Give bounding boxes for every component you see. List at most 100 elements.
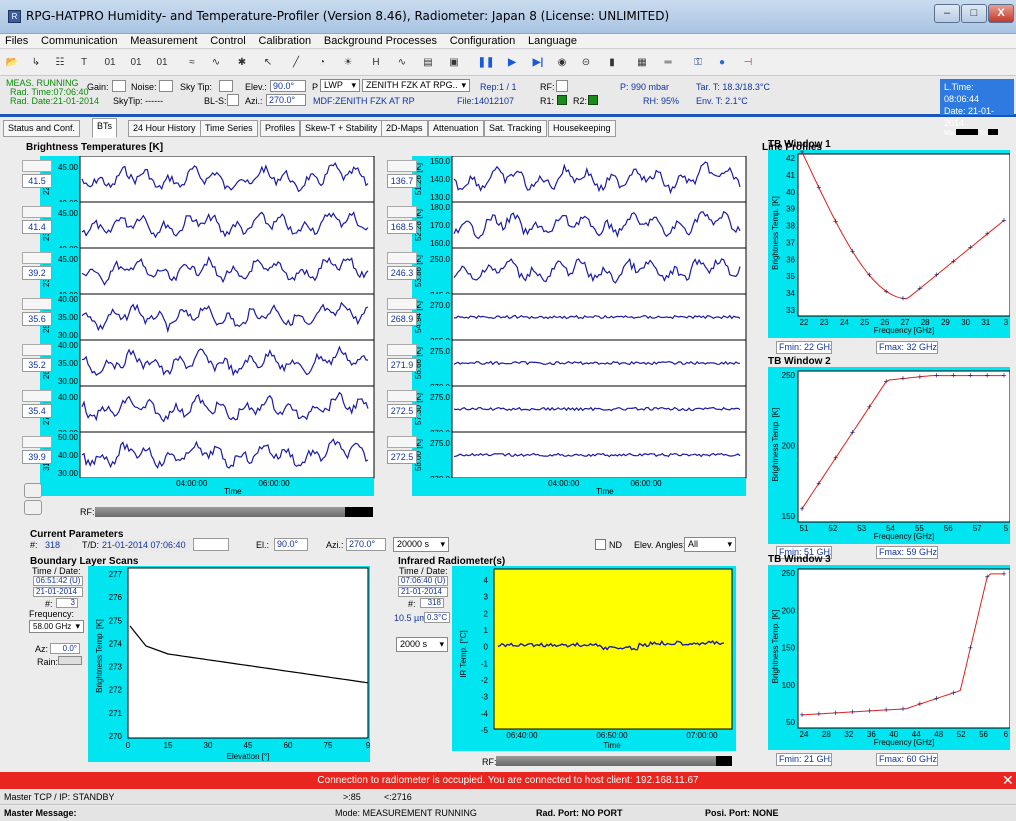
cp-el-label: El.:: [256, 540, 270, 550]
toolbar-disabled-icon[interactable]: ▣: [449, 57, 459, 68]
cp-extra-field: [193, 538, 229, 551]
tab-skew-t[interactable]: Skew-T + Stability: [300, 120, 383, 137]
gain-field: [112, 80, 126, 92]
tab-bts[interactable]: BTs: [92, 118, 118, 138]
tab-status-conf[interactable]: Status and Conf.: [3, 120, 81, 137]
bt-right-trace: [453, 360, 740, 366]
toolbar-eye-icon[interactable]: ◉: [557, 57, 567, 68]
toolbar-bin-ascii-icon[interactable]: 01: [104, 57, 116, 68]
tab-24-hour-history[interactable]: 24 Hour History: [128, 120, 201, 137]
toolbar-disk-icon[interactable]: ⊝: [581, 57, 591, 68]
menu-language[interactable]: Language: [528, 35, 577, 47]
bl-freq-select[interactable]: 58.00 GHz: [29, 620, 84, 633]
toolbar-chart-icon[interactable]: ╱: [292, 57, 300, 68]
ir-interval-select[interactable]: 2000 s: [396, 637, 448, 652]
toolbar-graph-icon[interactable]: ═: [664, 57, 672, 68]
menu-communication[interactable]: Communication: [41, 35, 118, 47]
toolbar-gauge-icon[interactable]: ◔: [318, 57, 326, 68]
toolbar-play-icon[interactable]: ▶: [508, 57, 516, 68]
toolbar-open-folder-icon[interactable]: 📂: [5, 57, 19, 68]
bt-left-slot: [22, 436, 52, 448]
bt-left-tick-label: 45.00: [58, 255, 79, 264]
status-panel: MEAS. RUNNING Rad. Time:07:06:40 Rad. Da…: [0, 77, 1016, 117]
banner-close-icon[interactable]: ✕: [1002, 772, 1014, 788]
app-icon: R: [8, 10, 21, 23]
ir-num: 318: [420, 598, 444, 608]
toolbar-key-icon[interactable]: ⚿: [694, 57, 702, 68]
toolbar-pause-icon[interactable]: ❚❚: [477, 57, 495, 68]
toolbar-pulse-icon[interactable]: ∿: [211, 57, 221, 68]
lp-marker: +: [867, 270, 872, 280]
tab-2d-maps[interactable]: 2D-Maps: [381, 120, 428, 137]
nd-checkbox[interactable]: [595, 539, 606, 550]
ir-y-tick: -4: [481, 709, 489, 718]
toolbar-tb-icon[interactable]: T: [80, 57, 88, 68]
tab-sat-tracking[interactable]: Sat. Tracking: [484, 120, 547, 137]
bt-left-value: 39.9: [22, 450, 52, 464]
close-button[interactable]: X: [988, 4, 1014, 23]
toolbar-globe-icon[interactable]: ●: [718, 57, 726, 68]
bt-left-slot: [22, 298, 52, 310]
p-select[interactable]: LWP: [320, 79, 360, 92]
toolbar-hist-icon[interactable]: ▤: [423, 57, 433, 68]
toolbar-sun-icon[interactable]: ☀: [343, 57, 353, 68]
lp-y-tick: 38: [786, 222, 795, 231]
tab-attenuation[interactable]: Attenuation: [428, 120, 484, 137]
toolbar-open-data-icon[interactable]: ↳: [31, 57, 41, 68]
bt-right-axis-bg: [412, 294, 452, 340]
elev-angles-label: Elev. Angles:: [634, 540, 686, 550]
toolbar-grid-icon[interactable]: ▦: [637, 57, 647, 68]
bt-left-tick-label: 35.00: [58, 359, 79, 368]
ma-si-indicator: Ma Si: [944, 129, 1010, 138]
ir-plot-area: [493, 568, 733, 730]
menu-configuration[interactable]: Configuration: [449, 35, 516, 47]
lp-plot-area: [797, 153, 1010, 317]
cp-interval-select[interactable]: 20000 s: [393, 537, 449, 552]
toolbar-battery-icon[interactable]: ▮: [609, 57, 615, 68]
toolbar-calibration-icon[interactable]: ≈: [189, 57, 195, 68]
toolbar-scan-icon[interactable]: ✱: [237, 57, 247, 68]
lp-marker: +: [833, 708, 838, 718]
lp-marker: +: [917, 372, 922, 382]
toolbar-step-icon[interactable]: ▶|: [532, 57, 544, 68]
tab-time-series[interactable]: Time Series: [200, 120, 258, 137]
toolbar-antenna-icon[interactable]: ⊣: [743, 57, 753, 68]
maximize-button[interactable]: □: [961, 4, 987, 23]
tab-profiles[interactable]: Profiles: [260, 120, 301, 137]
toolbar-bin-bufr-icon[interactable]: 01: [156, 57, 168, 68]
bt-option-button-1[interactable]: [24, 483, 42, 498]
bt-left-value: 35.6: [22, 312, 52, 326]
bt-option-button-2[interactable]: [24, 500, 42, 515]
tx-count: <:2716: [384, 792, 412, 802]
mdf-text: MDF:ZENITH FZK AT RP: [313, 96, 415, 106]
toolbar-tipping-icon[interactable]: ↖: [263, 57, 273, 68]
menu-calibration[interactable]: Calibration: [258, 35, 312, 47]
menu-files[interactable]: Files: [5, 35, 29, 47]
bt-right-value: 271.9: [387, 358, 417, 372]
toolbar-bin-netcdf-icon[interactable]: 01: [130, 57, 142, 68]
cp-azi-label: Azi.:: [326, 540, 344, 550]
toolbar-tiltr-icon[interactable]: ∿: [397, 57, 407, 68]
lp-marker: +: [985, 572, 990, 582]
toolbar-hdf-icon[interactable]: H: [372, 57, 380, 68]
lp-x-tick: 3: [1004, 318, 1009, 327]
bt-left-trace: [81, 301, 369, 334]
lp-y-tick: 200: [782, 442, 796, 451]
toolbar-tree-icon[interactable]: ☷: [55, 57, 65, 68]
tab-housekeeping[interactable]: Housekeeping: [548, 120, 616, 137]
lp-x-tick: 22: [800, 318, 809, 327]
meas-state: MEAS. RUNNING: [6, 78, 79, 88]
menu-background-processes[interactable]: Background Processes: [323, 35, 438, 47]
ir-rf-bar-end: [716, 756, 732, 766]
bt-right-value: 136.7: [387, 174, 417, 188]
menu-control[interactable]: Control: [210, 35, 246, 47]
minimize-button[interactable]: –: [934, 4, 960, 23]
zenith-select[interactable]: ZENITH FZK AT RPG..: [362, 79, 470, 92]
bt-left-trace: [81, 345, 369, 377]
lp-window-chart: 250 200 150 100 50 24 28 32 36 40 44 48 52 56 6 Frequen…: [768, 565, 1010, 750]
lp-marker: +: [985, 371, 990, 381]
menu-measurement[interactable]: Measurement: [130, 35, 198, 47]
bl-freq-label: Frequency:: [29, 609, 75, 619]
elev-angles-select[interactable]: All: [684, 537, 736, 552]
bt-left-tick-label: 40.00: [58, 341, 79, 350]
